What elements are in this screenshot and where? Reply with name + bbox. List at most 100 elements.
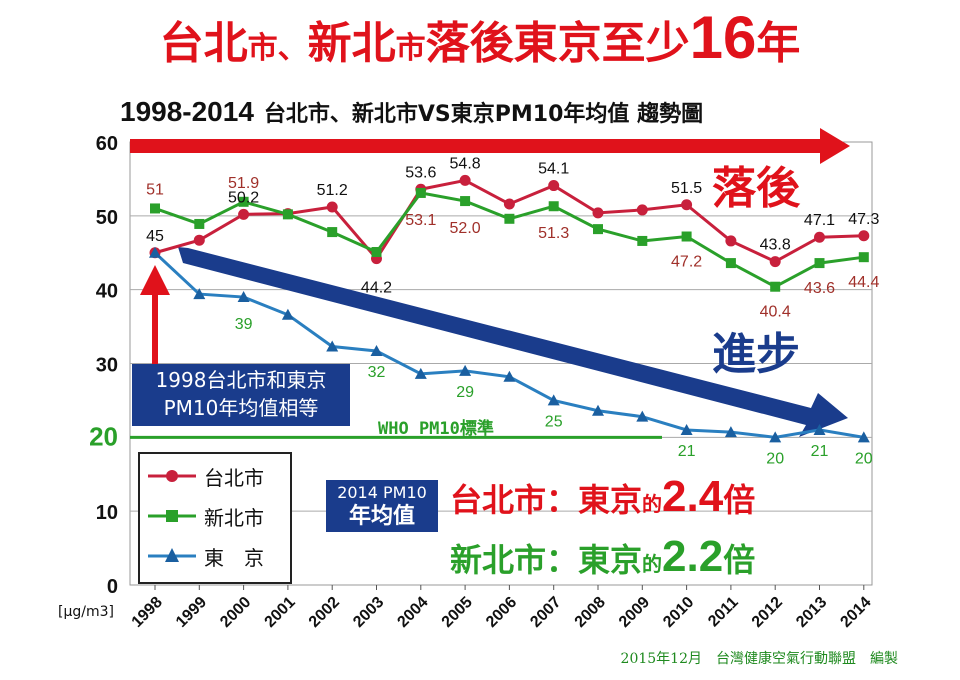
tokyo-data-label: 21 xyxy=(811,443,829,460)
legend-item-tokyo: 東 京 xyxy=(146,538,286,574)
newtaipei-point xyxy=(548,201,559,212)
y-tick-label: 30 xyxy=(96,355,118,377)
newtaipei-point xyxy=(637,235,648,246)
newtaipei-point xyxy=(460,196,471,207)
x-tick-label: 2010 xyxy=(660,594,697,631)
taipei-point xyxy=(503,198,515,210)
x-tick-label: 2013 xyxy=(793,594,830,631)
lagging-label: 落後 xyxy=(712,163,800,214)
tokyo-point xyxy=(813,423,826,435)
tokyo-data-label: 20 xyxy=(766,450,784,467)
newtaipei-data-label: 47.2 xyxy=(671,254,702,271)
newtaipei-ratio-city: 新北市：東京 xyxy=(450,541,643,579)
newtaipei-point xyxy=(371,247,382,258)
taipei-data-label: 51.2 xyxy=(317,182,348,199)
legend-taipei-label: 台北市 xyxy=(204,466,264,490)
y-tick-label: 20 xyxy=(89,421,118,451)
newtaipei-point xyxy=(194,218,205,229)
y-axis: 0 10 20 30 40 50 60 xyxy=(89,133,118,598)
legend-tokyo-label: 東 京 xyxy=(204,546,264,570)
subtitle-years: 1998-2014 xyxy=(120,96,254,127)
taipei-point xyxy=(814,231,825,243)
newtaipei-point xyxy=(681,231,692,242)
newtaipei-data-label: 51.9 xyxy=(228,175,259,192)
pm10-2014-box: 2014 PM10 年均值 xyxy=(326,480,438,532)
progress-label: 進步 xyxy=(712,329,800,380)
taipei-ratio-de: 的 xyxy=(642,492,663,516)
title-comma: 、 xyxy=(277,31,308,66)
taipei-data-label: 44.2 xyxy=(361,280,392,297)
lagging-arrow-icon xyxy=(130,128,850,164)
tokyo-point xyxy=(326,340,339,352)
tokyo-point xyxy=(237,291,250,303)
x-axis: 1998 1999 2000 2001 2002 2003 2004 2005 2006 2007… xyxy=(129,585,875,631)
newtaipei-point xyxy=(415,187,426,198)
x-tick-label: 2006 xyxy=(483,594,520,631)
legend-tokyo-marker-icon xyxy=(148,548,196,562)
tokyo-point xyxy=(459,364,472,376)
taipei-point xyxy=(636,204,648,216)
equal-box-line1: 1998台北市和東京 xyxy=(155,368,327,392)
title-taipei: 台北 xyxy=(159,18,248,69)
newtaipei-point xyxy=(327,227,338,238)
tokyo-data-label: 25 xyxy=(545,413,563,430)
newtaipei-point xyxy=(770,281,781,292)
equal-up-arrow-icon xyxy=(140,265,170,365)
equal-1998-box: 1998台北市和東京 PM10年均值相等 xyxy=(132,364,350,426)
tokyo-data-label: 29 xyxy=(456,384,474,401)
legend-newtaipei-marker-icon xyxy=(148,510,196,522)
who-standard-label: WHO PM10標準 xyxy=(378,419,494,439)
tokyo-point xyxy=(503,370,516,382)
taipei-point xyxy=(681,199,693,211)
tokyo-point xyxy=(370,344,383,356)
y-tick-label: 10 xyxy=(96,502,118,524)
taipei-point xyxy=(769,256,781,268)
taipei-ratio: 台北市：東京的2.4倍 xyxy=(450,472,755,522)
taipei-data-label: 54.8 xyxy=(450,155,481,172)
taipei-point xyxy=(193,234,205,246)
x-tick-label: 2004 xyxy=(394,594,431,631)
taipei-point xyxy=(238,208,250,220)
taipei-point xyxy=(725,235,737,247)
newtaipei-ratio-de: 的 xyxy=(642,552,663,576)
tokyo-point xyxy=(857,431,870,443)
x-tick-label: 2012 xyxy=(749,594,786,631)
chart-subtitle: 1998-2014 台北市、新北市VS東京PM10年均值 趨勢圖 xyxy=(120,96,703,128)
taipei-point xyxy=(326,201,338,213)
newtaipei-data-label: 43.6 xyxy=(804,280,835,297)
tokyo-data-label: 21 xyxy=(678,443,696,460)
y-tick-label: 60 xyxy=(96,133,118,155)
newtaipei-data-label: 53.1 xyxy=(405,212,436,229)
newtaipei-ratio: 新北市：東京的2.2倍 xyxy=(450,532,755,582)
x-tick-label: 2000 xyxy=(217,594,254,631)
title-shi-1: 市 xyxy=(247,31,278,66)
newtaipei-point xyxy=(593,224,603,235)
y-tick-label: 50 xyxy=(96,207,118,229)
tokyo-point xyxy=(592,404,604,416)
tokyo-point xyxy=(724,426,737,438)
x-tick-label: 1999 xyxy=(173,594,210,631)
chart-title: 台北市、新北市落後東京至少16年 xyxy=(0,6,960,81)
legend-taipei-marker-icon xyxy=(148,470,196,482)
title-newtaipei: 新北 xyxy=(307,18,396,69)
legend: 台北市 新北市 東 京 xyxy=(138,452,292,584)
taipei-data-label: 47.3 xyxy=(848,211,879,228)
newtaipei-point xyxy=(282,209,293,220)
pm10-box-line2: 年均值 xyxy=(348,504,415,529)
y-tick-label: 0 xyxy=(107,576,118,598)
tokyo-point xyxy=(680,423,693,435)
newtaipei-point xyxy=(814,258,825,269)
x-tick-label: 1998 xyxy=(129,594,166,631)
taipei-point xyxy=(858,230,870,242)
legend-newtaipei-label: 新北市 xyxy=(204,506,264,530)
equal-box-line2: PM10年均值相等 xyxy=(163,396,319,420)
legend-item-newtaipei: 新北市 xyxy=(146,498,286,534)
pm10-box-line1: 2014 PM10 xyxy=(337,483,427,502)
x-tick-label: 2002 xyxy=(306,594,343,631)
newtaipei-data-label: 51 xyxy=(146,181,164,198)
x-tick-label: 2001 xyxy=(262,594,299,631)
title-lagging-text: 落後東京至少 xyxy=(425,18,690,69)
taipei-point xyxy=(592,207,604,219)
tokyo-point xyxy=(193,288,206,300)
